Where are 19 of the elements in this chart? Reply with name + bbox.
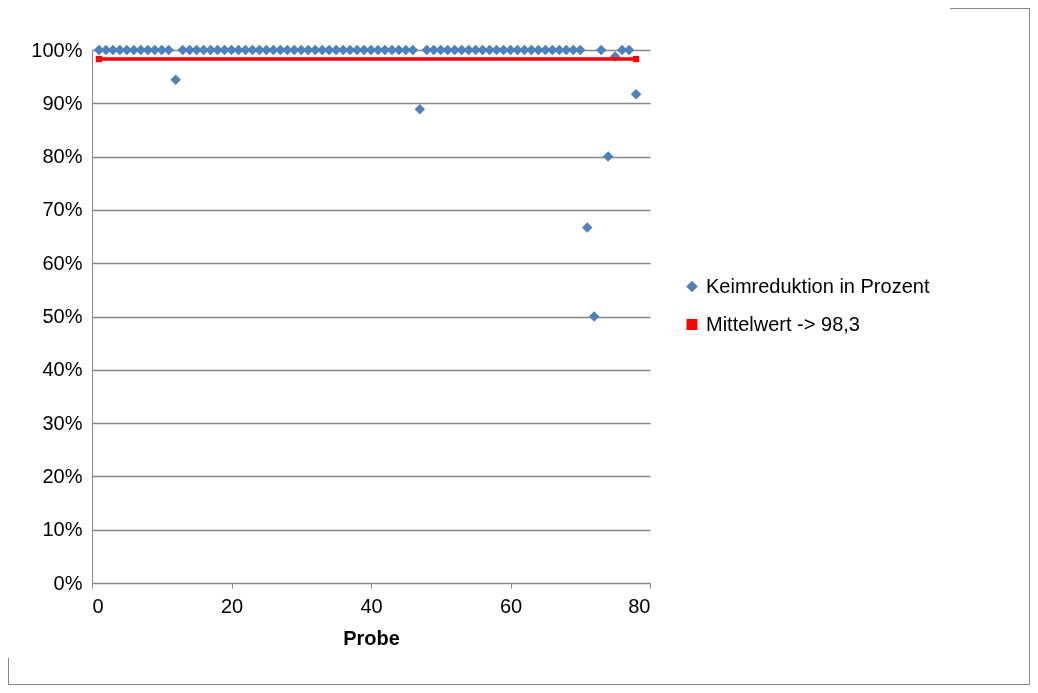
x-axis-title: Probe [343,626,400,649]
x-tick-label: 60 [499,594,523,617]
x-tick-label: 20 [220,594,244,617]
y-tick-label: 30% [42,411,83,434]
y-tick-label: 40% [42,358,83,381]
y-tick-label: 10% [42,518,83,541]
legend-label: Mittelwert -> 98,3 [706,312,860,335]
y-tick-label: 50% [42,305,83,327]
x-tick-label: 0 [92,594,104,617]
y-tick-label: 80% [42,145,83,168]
y-tick-label: 90% [42,91,83,114]
x-tick-label: 80 [628,594,651,617]
legend-label: Keimreduktion in Prozent [706,274,930,297]
y-tick-label: 20% [42,464,83,487]
y-tick-label: 70% [42,198,83,221]
y-tick-label: 0% [53,571,83,594]
y-tick-label: 60% [42,251,83,274]
y-tick-label: 100% [31,38,83,61]
x-tick-label: 40 [360,594,383,617]
